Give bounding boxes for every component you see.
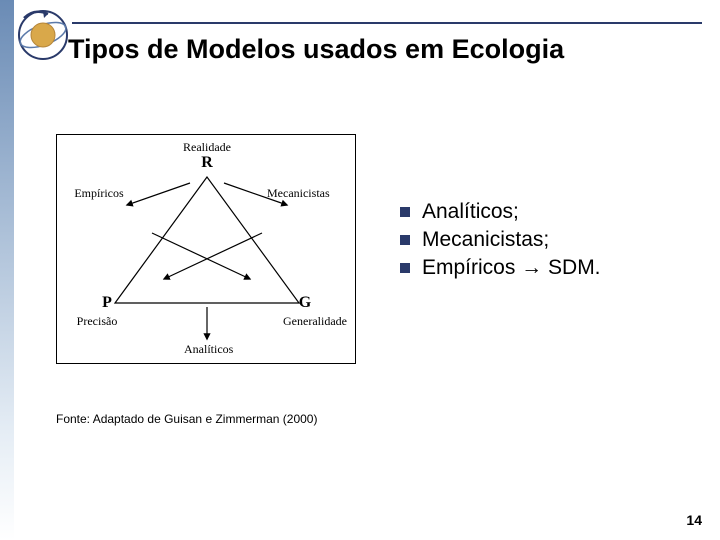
logo-inpe — [14, 6, 72, 64]
svg-text:Precisão: Precisão — [77, 314, 118, 328]
svg-text:Generalidade: Generalidade — [283, 314, 347, 328]
bullet-text: Analíticos; — [422, 200, 519, 224]
list-item: Empíricos → SDM. — [400, 256, 601, 280]
page-number: 14 — [686, 512, 702, 528]
left-gradient-bar — [0, 0, 14, 540]
title-underline — [72, 22, 702, 24]
svg-text:Empíricos: Empíricos — [74, 186, 124, 200]
list-item: Analíticos; — [400, 200, 601, 224]
triangle-diagram: RRealidade P Precisão G Generalidade Empírico… — [56, 134, 356, 364]
list-item: Mecanicistas; — [400, 228, 601, 252]
square-bullet-icon — [400, 207, 410, 217]
page-title: Tipos de Modelos usados em Ecologia — [68, 34, 564, 65]
svg-text:P: P — [102, 294, 112, 311]
svg-text:Realidade: Realidade — [183, 140, 231, 154]
bullet-text: Mecanicistas; — [422, 228, 549, 252]
svg-text:Analíticos: Analíticos — [184, 342, 234, 356]
svg-text:Mecanicistas: Mecanicistas — [267, 186, 330, 200]
svg-text:G: G — [299, 294, 312, 311]
bullet-list: Analíticos; Mecanicistas; Empíricos → SD… — [400, 200, 601, 284]
bullet-text: Empíricos → SDM. — [422, 256, 601, 280]
square-bullet-icon — [400, 263, 410, 273]
svg-text:R: R — [201, 154, 213, 171]
source-caption: Fonte: Adaptado de Guisan e Zimmerman (2… — [56, 412, 317, 426]
square-bullet-icon — [400, 235, 410, 245]
